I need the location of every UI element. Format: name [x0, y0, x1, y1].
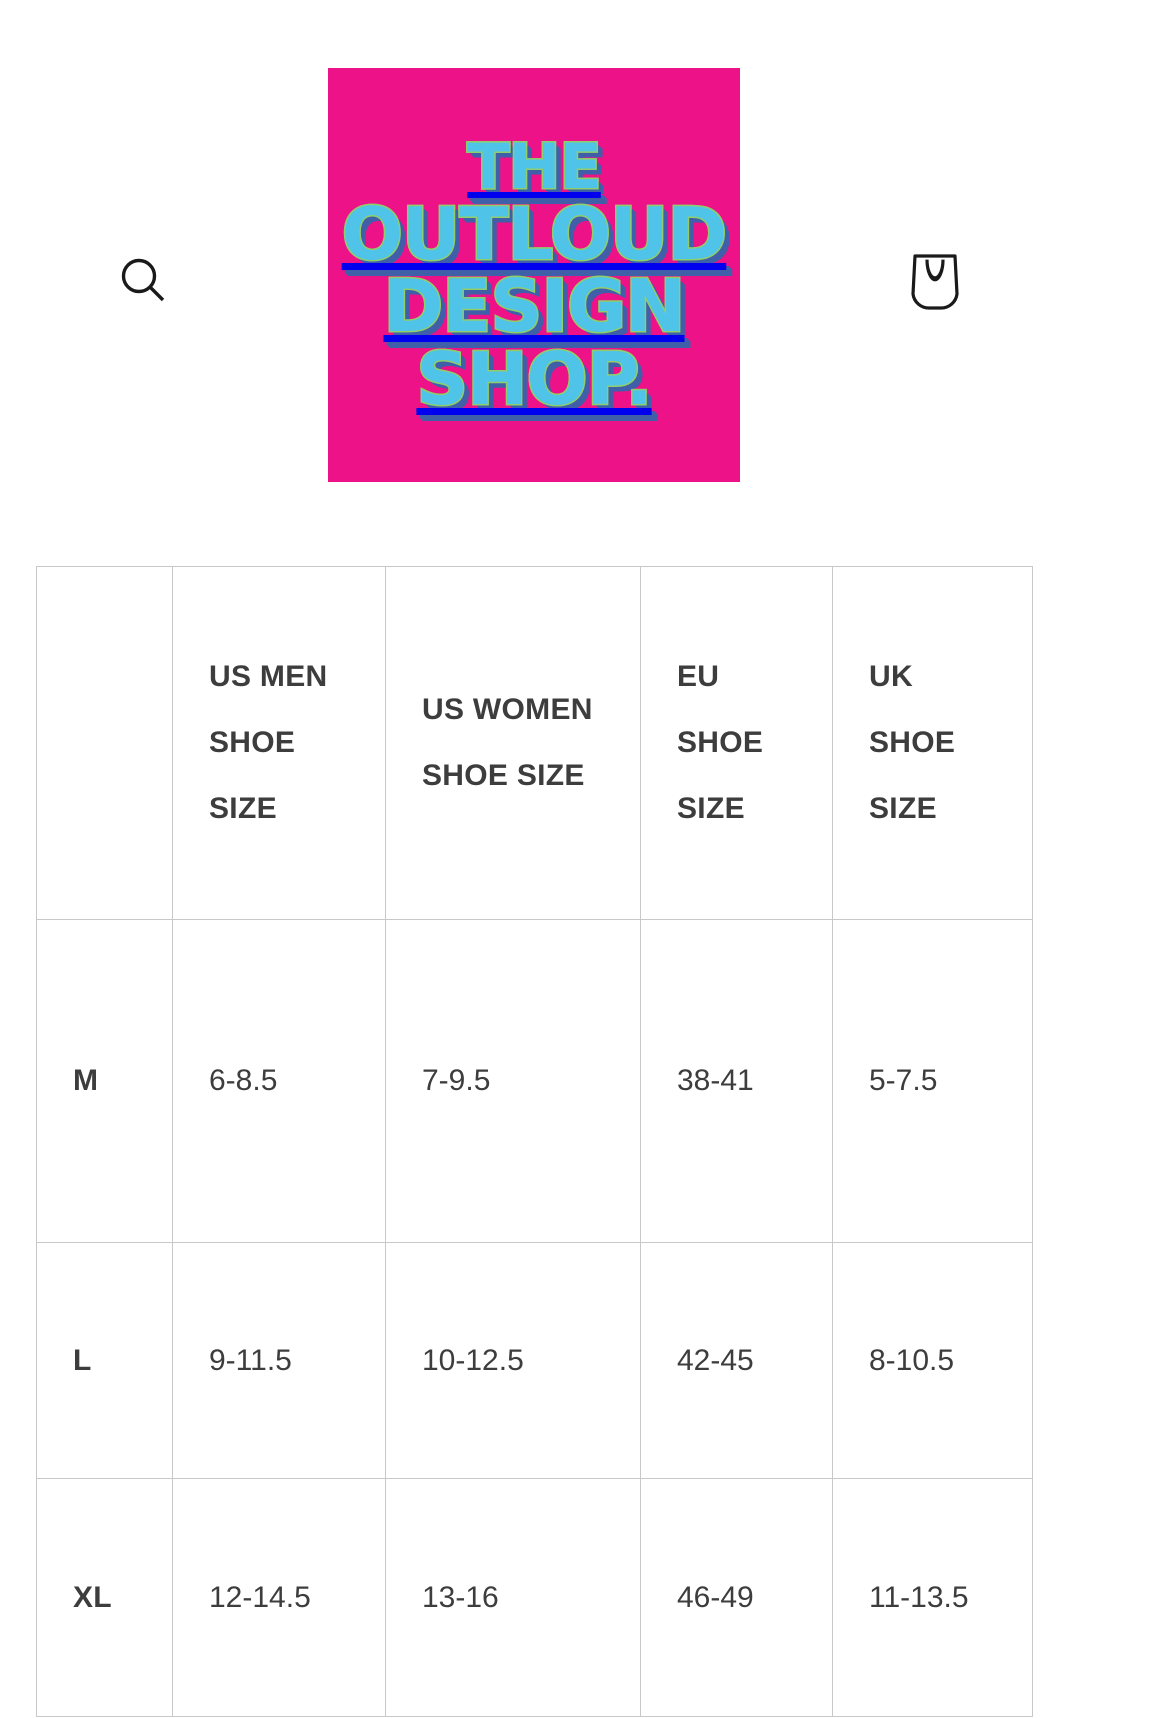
search-button[interactable]	[108, 246, 178, 316]
size-chart-body: M 6-8.5 7-9.5 38-41 5-7.5 L 9-11.5 10-12…	[36, 919, 1033, 1717]
size-chart-table: US MEN SHOE SIZE US WOMEN SHOE SIZE EU S…	[36, 566, 1033, 1717]
table-header-us-women: US WOMEN SHOE SIZE	[385, 566, 641, 920]
size-chart-header: US MEN SHOE SIZE US WOMEN SHOE SIZE EU S…	[36, 566, 1033, 920]
cart-button[interactable]	[900, 246, 970, 316]
cell-xl-eu: 46-49	[640, 1478, 833, 1717]
size-chart-container: US MEN SHOE SIZE US WOMEN SHOE SIZE EU S…	[36, 566, 1033, 1717]
table-header-eu: EU SHOE SIZE	[640, 566, 833, 920]
cell-l-eu: 42-45	[640, 1242, 833, 1479]
row-label-l: L	[36, 1242, 173, 1479]
cell-l-us-men: 9-11.5	[172, 1242, 386, 1479]
row-label-xl: XL	[36, 1478, 173, 1717]
table-header-corner	[36, 566, 173, 920]
logo-line-3: DESIGN	[382, 264, 687, 349]
cell-l-uk: 8-10.5	[832, 1242, 1033, 1479]
logo-line-4: SHOP.	[415, 336, 654, 421]
cell-xl-uk: 11-13.5	[832, 1478, 1033, 1717]
cell-xl-us-women: 13-16	[385, 1478, 641, 1717]
table-row: L 9-11.5 10-12.5 42-45 8-10.5	[36, 1242, 1033, 1479]
cell-l-us-women: 10-12.5	[385, 1242, 641, 1479]
table-header-us-men: US MEN SHOE SIZE	[172, 566, 386, 920]
search-icon	[115, 253, 171, 309]
site-logo[interactable]: THE OUTLOUD DESIGN SHOP.	[328, 68, 740, 482]
cell-m-us-men: 6-8.5	[172, 919, 386, 1243]
site-header: THE OUTLOUD DESIGN SHOP.	[0, 0, 1170, 550]
row-label-m: M	[36, 919, 173, 1243]
cell-m-us-women: 7-9.5	[385, 919, 641, 1243]
table-header-uk: UK SHOE SIZE	[832, 566, 1033, 920]
cell-m-eu: 38-41	[640, 919, 833, 1243]
logo-line-1: THE	[466, 130, 604, 204]
shopping-bag-icon	[907, 250, 963, 312]
cell-m-uk: 5-7.5	[832, 919, 1033, 1243]
table-header-row: US MEN SHOE SIZE US WOMEN SHOE SIZE EU S…	[36, 566, 1033, 920]
table-row: M 6-8.5 7-9.5 38-41 5-7.5	[36, 919, 1033, 1243]
logo-line-2: OUTLOUD	[340, 192, 729, 277]
table-row: XL 12-14.5 13-16 46-49 11-13.5	[36, 1478, 1033, 1717]
cell-xl-us-men: 12-14.5	[172, 1478, 386, 1717]
